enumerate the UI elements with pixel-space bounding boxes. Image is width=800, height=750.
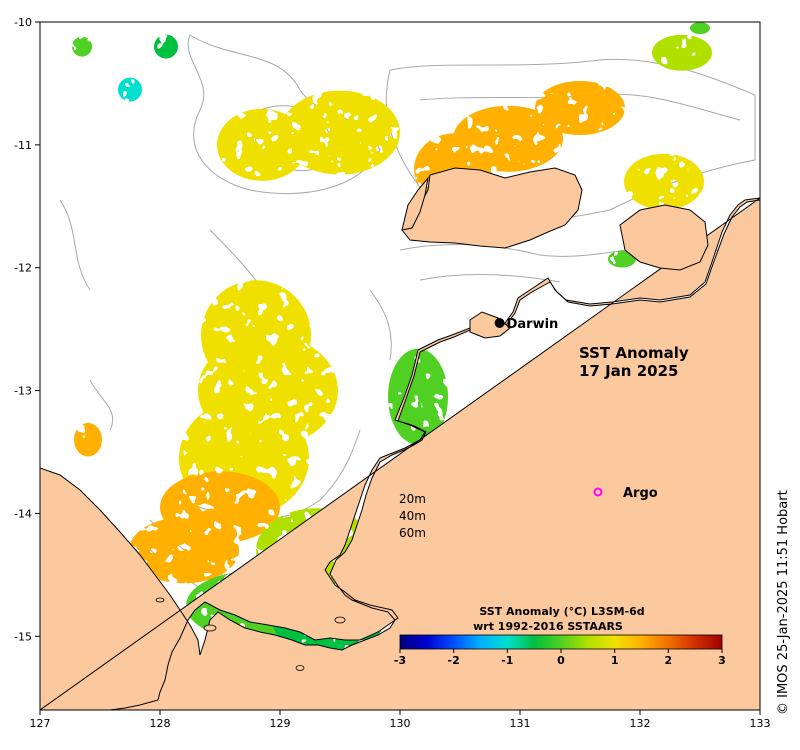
credit-text: © IMOS 25-Jan-2025 11:51 Hobart: [776, 490, 791, 715]
anomaly-patch: [690, 22, 710, 35]
colorbar-ticks: -3 -2 -1 0 1 2 3: [394, 649, 726, 667]
colorbar-tick-label: 2: [665, 654, 673, 667]
anomaly-patch: [652, 34, 712, 71]
anomaly-patch: [608, 250, 636, 268]
anomaly-patch: [624, 153, 704, 210]
x-tick-label: 131: [510, 717, 531, 730]
axis-ticks: 127 128 129 130 131 132 133-10-11-12-13-14-15: [14, 16, 770, 730]
colorbar-title-line1: SST Anomaly (°C) L3SM-6d: [479, 605, 644, 618]
darwin-marker: [494, 318, 505, 328]
colorbar-tick-label: -3: [394, 654, 406, 667]
anomaly-patch: [154, 34, 178, 59]
colorbar-gradient: [399, 634, 723, 650]
plot-area: Darwin Argo SST Anomaly 17 Jan 2025 20m …: [40, 22, 760, 710]
anomaly-patch: [535, 81, 625, 135]
colorbar-tick-label: 3: [718, 654, 726, 667]
colorbar-title-line2: wrt 1992-2016 SSTAARS: [473, 620, 623, 633]
x-tick-label: 132: [630, 717, 651, 730]
colorbar-tick-label: 1: [611, 654, 619, 667]
y-tick-label: -15: [14, 630, 32, 643]
x-tick-label: 129: [270, 717, 291, 730]
anomaly-patch: [388, 348, 448, 445]
contour-label-60m: 60m: [399, 526, 426, 540]
anomaly-patch: [118, 77, 142, 102]
y-tick-label: -12: [14, 262, 32, 275]
anomaly-patch: [217, 108, 307, 181]
colorbar: SST Anomaly (°C) L3SM-6d wrt 1992-2016 S…: [394, 605, 726, 667]
map-date: 17 Jan 2025: [579, 362, 678, 380]
y-tick-label: -10: [14, 16, 32, 29]
colorbar-tick-label: -1: [501, 654, 513, 667]
bathurst-island: [401, 176, 429, 231]
y-tick-label: -13: [14, 385, 32, 398]
anomaly-patch: [280, 90, 400, 175]
contour-label-40m: 40m: [399, 509, 426, 523]
x-tick-label: 133: [750, 717, 771, 730]
colorbar-tick-label: -2: [448, 654, 460, 667]
northern-territory-mainland: [40, 197, 760, 710]
colorbar-tick-label: 0: [557, 654, 565, 667]
cox-peninsula: [469, 311, 511, 339]
minor-islands: [155, 597, 346, 671]
contour-label-20m: 20m: [399, 492, 426, 506]
argo-label: Argo: [623, 486, 658, 501]
land-masses: [40, 167, 760, 710]
anomaly-patch: [72, 36, 92, 57]
anomaly-patch: [74, 422, 102, 457]
contour-legend: 20m 40m 60m: [399, 492, 426, 540]
cobourg-coast: [619, 204, 709, 271]
x-tick-label: 128: [150, 717, 171, 730]
x-tick-label: 127: [30, 717, 51, 730]
y-tick-label: -14: [14, 507, 32, 520]
anomaly-patch: [129, 517, 239, 584]
map-title: SST Anomaly: [579, 344, 689, 362]
anomaly-patch: [201, 280, 311, 391]
y-tick-label: -11: [14, 139, 32, 152]
argo-marker: [593, 487, 603, 497]
x-tick-label: 130: [390, 717, 411, 730]
darwin-label: Darwin: [507, 317, 559, 332]
